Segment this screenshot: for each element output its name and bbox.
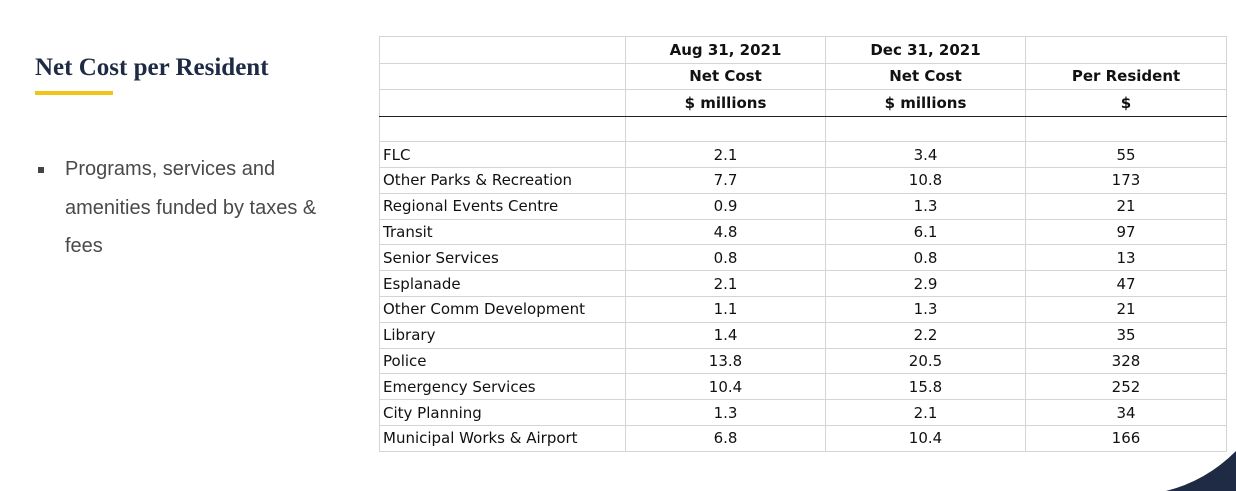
service-name-cell: Emergency Services (379, 373, 626, 401)
square-bullet-icon (38, 167, 44, 173)
value-cell: 2.2 (825, 321, 1026, 349)
table-row: Other Parks & Recreation 7.7 10.8 173 (379, 167, 1227, 194)
header-cell: $ (1025, 89, 1227, 117)
table-row: Municipal Works & Airport 6.8 10.4 166 (379, 425, 1227, 452)
value-cell: 35 (1025, 321, 1227, 349)
value-cell: 0.8 (825, 244, 1026, 272)
empty-cell (379, 115, 626, 143)
value-cell: 13 (1025, 244, 1227, 272)
value-cell: 328 (1025, 347, 1227, 375)
header-cell: Dec 31, 2021 (825, 36, 1026, 64)
value-cell: 34 (1025, 399, 1227, 427)
table-row: Transit 4.8 6.1 97 (379, 218, 1227, 246)
empty-cell (1025, 115, 1227, 143)
service-name-cell: Municipal Works & Airport (379, 425, 626, 452)
header-cell: Aug 31, 2021 (625, 36, 826, 64)
value-cell: 7.7 (625, 167, 826, 194)
value-cell: 1.3 (625, 399, 826, 427)
header-cell (379, 62, 626, 90)
header-cell: Net Cost (625, 62, 826, 90)
table-row: FLC 2.1 3.4 55 (379, 141, 1227, 169)
service-name-cell: Police (379, 347, 626, 375)
bullet-list: Programs, services and amenities funded … (38, 150, 338, 266)
header-cell (379, 36, 626, 64)
table-row: City Planning 1.3 2.1 34 (379, 399, 1227, 427)
value-cell: 15.8 (825, 373, 1026, 401)
value-cell: 173 (1025, 167, 1227, 194)
corner-decoration (1166, 451, 1236, 491)
spacer-row (379, 115, 1227, 143)
net-cost-table: Aug 31, 2021 Dec 31, 2021 Net Cost Net Cost… (379, 36, 1227, 452)
value-cell: 2.1 (625, 270, 826, 298)
header-cell: $ millions (625, 89, 826, 117)
bullet-text: Programs, services and amenities funded … (65, 158, 317, 257)
table-row: Other Comm Development 1.1 1.3 21 (379, 296, 1227, 323)
value-cell: 13.8 (625, 347, 826, 375)
value-cell: 166 (1025, 425, 1227, 452)
table-header-row: $ millions $ millions $ (379, 89, 1227, 117)
value-cell: 21 (1025, 192, 1227, 220)
service-name-cell: Other Comm Development (379, 296, 626, 323)
service-name-cell: Regional Events Centre (379, 192, 626, 220)
header-cell: Per Resident (1025, 62, 1227, 90)
service-name-cell: Esplanade (379, 270, 626, 298)
slide-title: Net Cost per Resident (35, 54, 269, 81)
table-header-row: Net Cost Net Cost Per Resident (379, 62, 1227, 90)
title-underline (35, 91, 113, 95)
value-cell: 3.4 (825, 141, 1026, 169)
table-row: Emergency Services 10.4 15.8 252 (379, 373, 1227, 401)
value-cell: 2.1 (625, 141, 826, 169)
value-cell: 47 (1025, 270, 1227, 298)
table-row: Esplanade 2.1 2.9 47 (379, 270, 1227, 298)
value-cell: 0.8 (625, 244, 826, 272)
value-cell: 2.1 (825, 399, 1026, 427)
service-name-cell: FLC (379, 141, 626, 169)
header-cell: Net Cost (825, 62, 1026, 90)
service-name-cell: City Planning (379, 399, 626, 427)
service-name-cell: Senior Services (379, 244, 626, 272)
value-cell: 1.3 (825, 192, 1026, 220)
value-cell: 10.4 (625, 373, 826, 401)
table-row: Library 1.4 2.2 35 (379, 321, 1227, 349)
table-row: Senior Services 0.8 0.8 13 (379, 244, 1227, 272)
table-row: Regional Events Centre 0.9 1.3 21 (379, 192, 1227, 220)
value-cell: 1.1 (625, 296, 826, 323)
value-cell: 2.9 (825, 270, 1026, 298)
value-cell: 1.3 (825, 296, 1026, 323)
value-cell: 4.8 (625, 218, 826, 246)
empty-cell (625, 115, 826, 143)
value-cell: 1.4 (625, 321, 826, 349)
value-cell: 21 (1025, 296, 1227, 323)
header-cell: $ millions (825, 89, 1026, 117)
value-cell: 252 (1025, 373, 1227, 401)
value-cell: 6.8 (625, 425, 826, 452)
service-name-cell: Library (379, 321, 626, 349)
service-name-cell: Other Parks & Recreation (379, 167, 626, 194)
value-cell: 20.5 (825, 347, 1026, 375)
bullet-item: Programs, services and amenities funded … (38, 150, 338, 266)
value-cell: 0.9 (625, 192, 826, 220)
value-cell: 97 (1025, 218, 1227, 246)
table-row: Police 13.8 20.5 328 (379, 347, 1227, 375)
value-cell: 10.4 (825, 425, 1026, 452)
header-cell (379, 89, 626, 117)
value-cell: 6.1 (825, 218, 1026, 246)
header-cell (1025, 36, 1227, 64)
table-header-row: Aug 31, 2021 Dec 31, 2021 (379, 36, 1227, 64)
empty-cell (825, 115, 1026, 143)
value-cell: 55 (1025, 141, 1227, 169)
service-name-cell: Transit (379, 218, 626, 246)
value-cell: 10.8 (825, 167, 1026, 194)
